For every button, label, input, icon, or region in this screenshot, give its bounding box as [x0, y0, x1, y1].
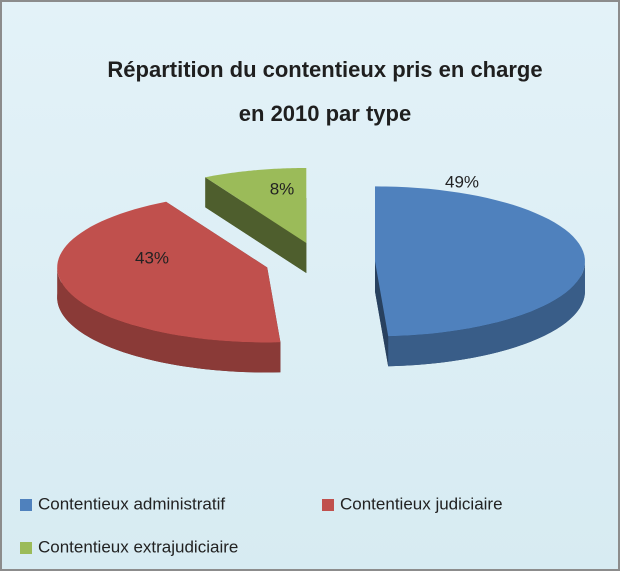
legend-swatch	[322, 499, 334, 511]
slice-wall	[57, 267, 281, 373]
data-label: 49%	[445, 172, 479, 191]
data-label: 8%	[270, 179, 295, 198]
legend-swatch	[20, 542, 32, 554]
legend-label: Contentieux extrajudiciaire	[38, 537, 238, 556]
legend-label: Contentieux administratif	[38, 494, 225, 513]
data-label: 43%	[135, 248, 169, 267]
slice	[205, 168, 307, 243]
slice	[375, 186, 585, 337]
legend-label: Contentieux judiciaire	[340, 494, 503, 513]
slice-side	[205, 177, 307, 273]
slice	[57, 201, 281, 343]
legend-swatch	[20, 499, 32, 511]
chart-title: Répartition du contentieux pris en charg…	[107, 57, 543, 126]
slice-side	[375, 261, 389, 367]
slice-wall	[388, 261, 585, 367]
